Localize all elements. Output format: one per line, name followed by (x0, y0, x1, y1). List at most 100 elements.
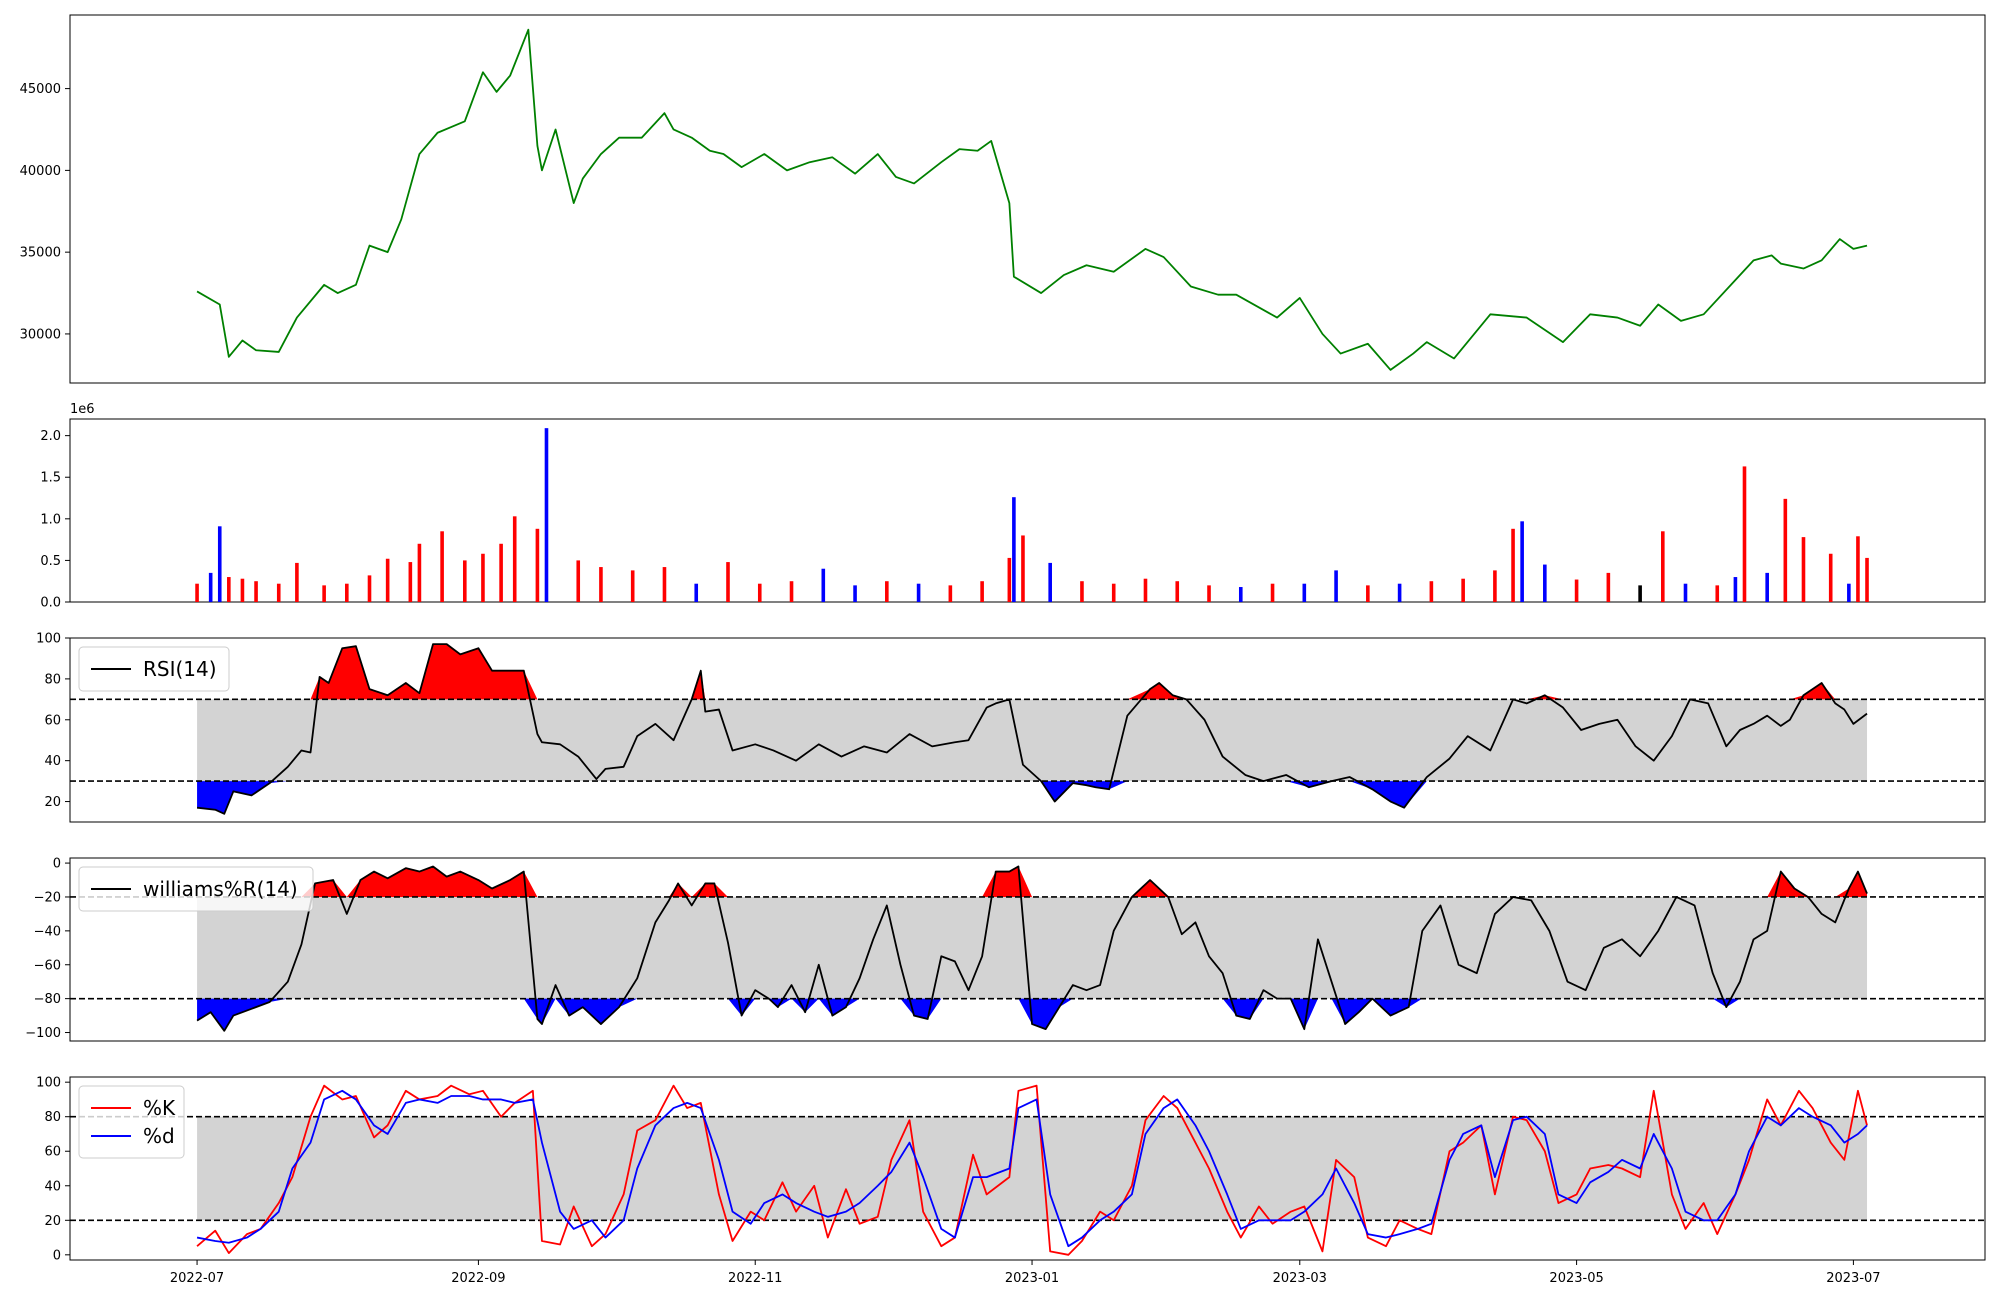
volume-bar (1606, 572, 1611, 602)
series-line-0 (196, 1084, 1868, 1256)
volume-bar (1638, 585, 1642, 602)
volume-bar (1397, 583, 1402, 602)
volume-bar (417, 543, 422, 602)
legend-box (78, 646, 230, 692)
y-tick-label: 40000 (20, 164, 61, 179)
volume-bar (1856, 536, 1860, 602)
x-tick-label: 2022-07 (170, 1271, 224, 1286)
volume-bar (576, 560, 581, 602)
volume-bar (1783, 498, 1788, 602)
y-tick-label: 1.0 (40, 512, 61, 527)
volume-bar (662, 567, 667, 602)
volume-bar (322, 585, 326, 602)
volume-bar (1048, 562, 1052, 602)
volume-bar (535, 528, 540, 602)
y-tick-label: 0.0 (40, 596, 61, 611)
y-tick-label: 45000 (20, 82, 61, 97)
volume-bar (1742, 466, 1747, 602)
neutral-band (197, 699, 1868, 782)
volume-bar (1111, 583, 1116, 602)
volume-bar (1661, 531, 1665, 602)
volume-bar (254, 581, 258, 602)
volume-bar (345, 583, 349, 602)
plot-frame (69, 418, 1986, 603)
volume-bar (408, 562, 413, 602)
volume-bar (1143, 578, 1148, 602)
volume-bar (1334, 570, 1338, 602)
volume-bar (1238, 587, 1243, 602)
volume-panel: 0.0 0.5 1.0 1.5 2.0 1e6 (40, 402, 1986, 611)
date-axis: 2022-07 2022-09 2022-11 2023-01 2023-03 2023-… (170, 1260, 1881, 1286)
legend-box (78, 866, 314, 912)
legend: %K %d (78, 1085, 185, 1159)
volume-bar (1461, 578, 1465, 602)
volume-bar (948, 585, 953, 602)
stochastic-panel: 0 20 40 60 80 100 %K %d (36, 1076, 1986, 1263)
volume-bar (1493, 570, 1497, 602)
price-panel: 30000 35000 40000 45000 (20, 14, 1986, 384)
plot-frame (69, 1076, 1986, 1261)
williams-panel: 0 −20 −40 −60 −80 −100 williams%R(14) (25, 857, 1986, 1042)
volume-bar (367, 575, 372, 602)
y-tick-label: 1.5 (40, 471, 61, 486)
legend-label: RSI(14) (143, 657, 217, 681)
volume-bar (599, 567, 603, 602)
volume-bar (1865, 557, 1869, 602)
series-line-1 (196, 1089, 1868, 1248)
volume-bar (630, 570, 635, 602)
series-line-0 (196, 865, 1868, 1032)
y-tick-label: 80 (44, 672, 61, 687)
y-tick-label: 0 (53, 857, 61, 872)
volume-bar (1574, 579, 1579, 602)
y-tick-label: 20 (44, 795, 61, 810)
plot-frame (69, 637, 1986, 823)
y-tick-label: 0 (53, 1248, 61, 1263)
volume-bar (1733, 577, 1738, 602)
volume-bar (980, 581, 984, 602)
volume-bar (276, 583, 281, 602)
volume-bar (1715, 585, 1720, 602)
volume-bar (1520, 521, 1524, 602)
volume-bar (195, 583, 199, 602)
plot-frame (69, 857, 1986, 1042)
volume-bar (481, 553, 485, 602)
x-tick-label: 2023-05 (1549, 1271, 1603, 1286)
volume-bar (1801, 537, 1806, 602)
price-line (196, 28, 1868, 371)
y-tick-label: 100 (36, 632, 61, 647)
volume-bar (1429, 581, 1434, 602)
plot-frame (69, 14, 1986, 384)
x-tick-label: 2023-07 (1826, 1271, 1880, 1286)
y-tick-label: −60 (34, 958, 61, 973)
y-tick-label: 0.5 (40, 554, 61, 569)
volume-bar (385, 558, 390, 602)
legend-box (78, 1085, 185, 1159)
y-tick-label: −20 (34, 890, 61, 905)
legend: williams%R(14) (78, 866, 314, 912)
y-tick-label: −40 (34, 924, 61, 939)
volume-bar (1302, 583, 1307, 602)
legend-label: williams%R(14) (143, 877, 298, 901)
y-tick-label: 20 (44, 1214, 61, 1229)
volume-bar (1012, 497, 1016, 602)
legend-label: %d (143, 1124, 175, 1148)
volume-bar (821, 568, 826, 602)
series-line-0 (196, 643, 1868, 815)
volume-bar (227, 577, 231, 602)
x-tick-label: 2022-09 (451, 1271, 505, 1286)
volume-bar (789, 581, 794, 602)
y-tick-label: 40 (44, 754, 61, 769)
y-tick-label: −80 (34, 992, 61, 1007)
volume-bar (1511, 528, 1515, 602)
volume-bar (544, 428, 549, 602)
rsi-panel: 20 40 60 80 100 RSI(14) (36, 632, 1986, 823)
y-tick-label: 2.0 (40, 429, 61, 444)
volume-bar (1765, 572, 1769, 602)
y-tick-label: 80 (44, 1110, 61, 1125)
volume-bar (1270, 583, 1275, 602)
volume-bar (512, 516, 517, 602)
volume-bar (1828, 553, 1833, 602)
volume-bar (694, 583, 699, 602)
volume-bar (885, 581, 889, 602)
